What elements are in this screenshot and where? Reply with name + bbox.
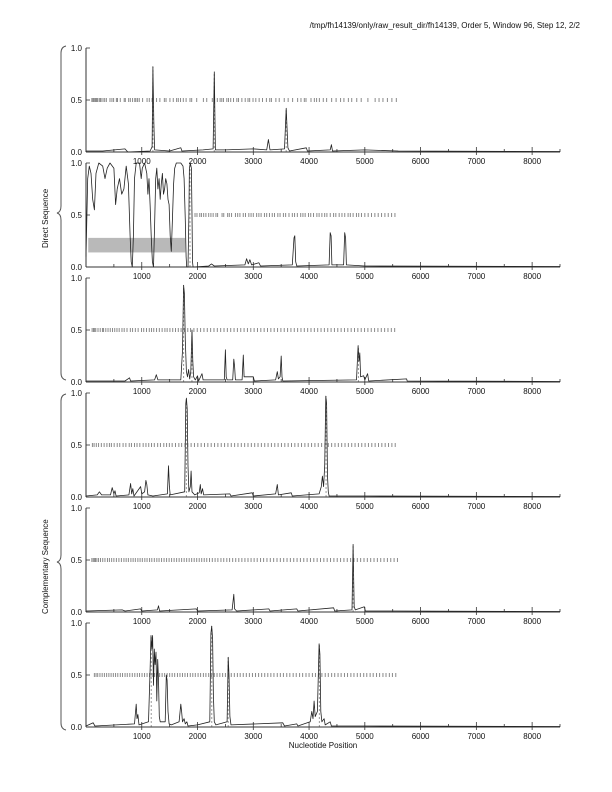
x-tick-label: 3000 <box>244 502 262 511</box>
x-tick-label: 1000 <box>133 157 151 166</box>
panel-complementary-frame-3: 1000 2000 3000 4000 5000 6000 7000 8000 1.0 0.5 0.… <box>71 619 561 741</box>
probability-curve <box>86 66 561 153</box>
probability-curve <box>85 162 561 268</box>
y-tick-label: 0.5 <box>71 211 83 220</box>
x-tick-label: 6000 <box>412 157 430 166</box>
x-tick-label: 6000 <box>412 617 430 626</box>
y-tick-label: 0.0 <box>71 723 83 732</box>
x-tick-label: 1000 <box>133 272 151 281</box>
y-tick-label: 1.0 <box>71 44 83 53</box>
y-tick-label: 0.0 <box>71 148 83 157</box>
x-tick-label: 4000 <box>300 157 318 166</box>
panel-direct-frame-2: 1000 2000 3000 4000 5000 6000 7000 8000 1.0 0.5 0.… <box>71 159 561 281</box>
x-tick-label: 3000 <box>244 617 262 626</box>
x-tick-label: 6000 <box>412 387 430 396</box>
panel-direct-frame-3: 1000 2000 3000 4000 5000 6000 7000 8000 1.0 0.5 0.… <box>71 274 561 396</box>
y-tick-label: 0.5 <box>71 96 83 105</box>
x-tick-label: 4000 <box>300 502 318 511</box>
y-tick-label: 0.0 <box>71 493 83 502</box>
y-tick-label: 0.0 <box>71 608 83 617</box>
x-tick-label: 5000 <box>356 157 374 166</box>
y-tick-label: 1.0 <box>71 504 83 513</box>
y-tick-label: 0.5 <box>71 326 83 335</box>
x-tick-label: 8000 <box>523 157 541 166</box>
y-tick-label: 0.5 <box>71 556 83 565</box>
x-tick-label: 6000 <box>412 732 430 741</box>
x-tick-label: 4000 <box>300 617 318 626</box>
x-tick-label: 7000 <box>467 272 485 281</box>
x-tick-label: 5000 <box>356 617 374 626</box>
x-tick-label: 4000 <box>300 272 318 281</box>
x-tick-label: 1000 <box>133 732 151 741</box>
x-tick-label: 7000 <box>467 387 485 396</box>
x-tick-label: 2000 <box>189 157 207 166</box>
y-tick-label: 1.0 <box>71 619 83 628</box>
x-tick-label: 8000 <box>523 272 541 281</box>
x-tick-label: 3000 <box>244 732 262 741</box>
y-tick-label: 1.0 <box>71 389 83 398</box>
panel-direct-frame-1: 1000 2000 3000 4000 5000 6000 7000 8000 1.0 0.5 0.… <box>71 44 561 166</box>
x-tick-label: 5000 <box>356 732 374 741</box>
x-tick-label: 3000 <box>244 157 262 166</box>
x-tick-label: 5000 <box>356 502 374 511</box>
plot-title: /tmp/fh14139/only/raw_result_dir/fh14139… <box>309 21 580 30</box>
x-tick-label: 2000 <box>189 387 207 396</box>
x-tick-label: 8000 <box>523 502 541 511</box>
x-tick-label: 2000 <box>189 617 207 626</box>
x-tick-label: 4000 <box>300 387 318 396</box>
y-tick-label: 1.0 <box>71 274 83 283</box>
x-tick-label: 7000 <box>467 617 485 626</box>
x-tick-label: 6000 <box>412 502 430 511</box>
x-tick-label: 1000 <box>133 617 151 626</box>
x-tick-label: 8000 <box>523 732 541 741</box>
complementary-group-brace <box>56 393 67 731</box>
x-tick-label: 8000 <box>523 617 541 626</box>
x-tick-label: 5000 <box>356 272 374 281</box>
x-tick-label: 1000 <box>133 502 151 511</box>
panel-complementary-frame-1: 1000 2000 3000 4000 5000 6000 7000 8000 1.0 0.5 0.… <box>71 389 561 511</box>
x-tick-label: 3000 <box>244 387 262 396</box>
y-tick-label: 0.5 <box>71 441 83 450</box>
x-tick-label: 7000 <box>467 732 485 741</box>
x-tick-label: 3000 <box>244 272 262 281</box>
probability-curve <box>85 395 561 497</box>
x-tick-label: 7000 <box>467 502 485 511</box>
x-tick-label: 2000 <box>189 502 207 511</box>
y-tick-label: 0.0 <box>71 378 83 387</box>
x-tick-label: 7000 <box>467 157 485 166</box>
y-tick-label: 0.0 <box>71 263 83 272</box>
y-tick-label: 1.0 <box>71 159 83 168</box>
probability-curve <box>86 284 561 382</box>
x-tick-label: 5000 <box>356 387 374 396</box>
x-tick-label: 4000 <box>300 732 318 741</box>
x-axis-title: Nucleotide Position <box>288 741 358 750</box>
predicted-region-bar <box>88 237 186 253</box>
panel-complementary-frame-2: 1000 2000 3000 4000 5000 6000 7000 8000 1.0 0.5 0.… <box>71 504 561 626</box>
x-tick-label: 2000 <box>189 732 207 741</box>
x-tick-label: 2000 <box>189 272 207 281</box>
probability-curve <box>85 544 561 612</box>
y-tick-label: 0.5 <box>71 671 83 680</box>
x-tick-label: 6000 <box>412 272 430 281</box>
probability-curve <box>85 625 561 727</box>
x-tick-label: 8000 <box>523 387 541 396</box>
x-tick-label: 1000 <box>133 387 151 396</box>
direct-group-brace <box>56 45 67 381</box>
